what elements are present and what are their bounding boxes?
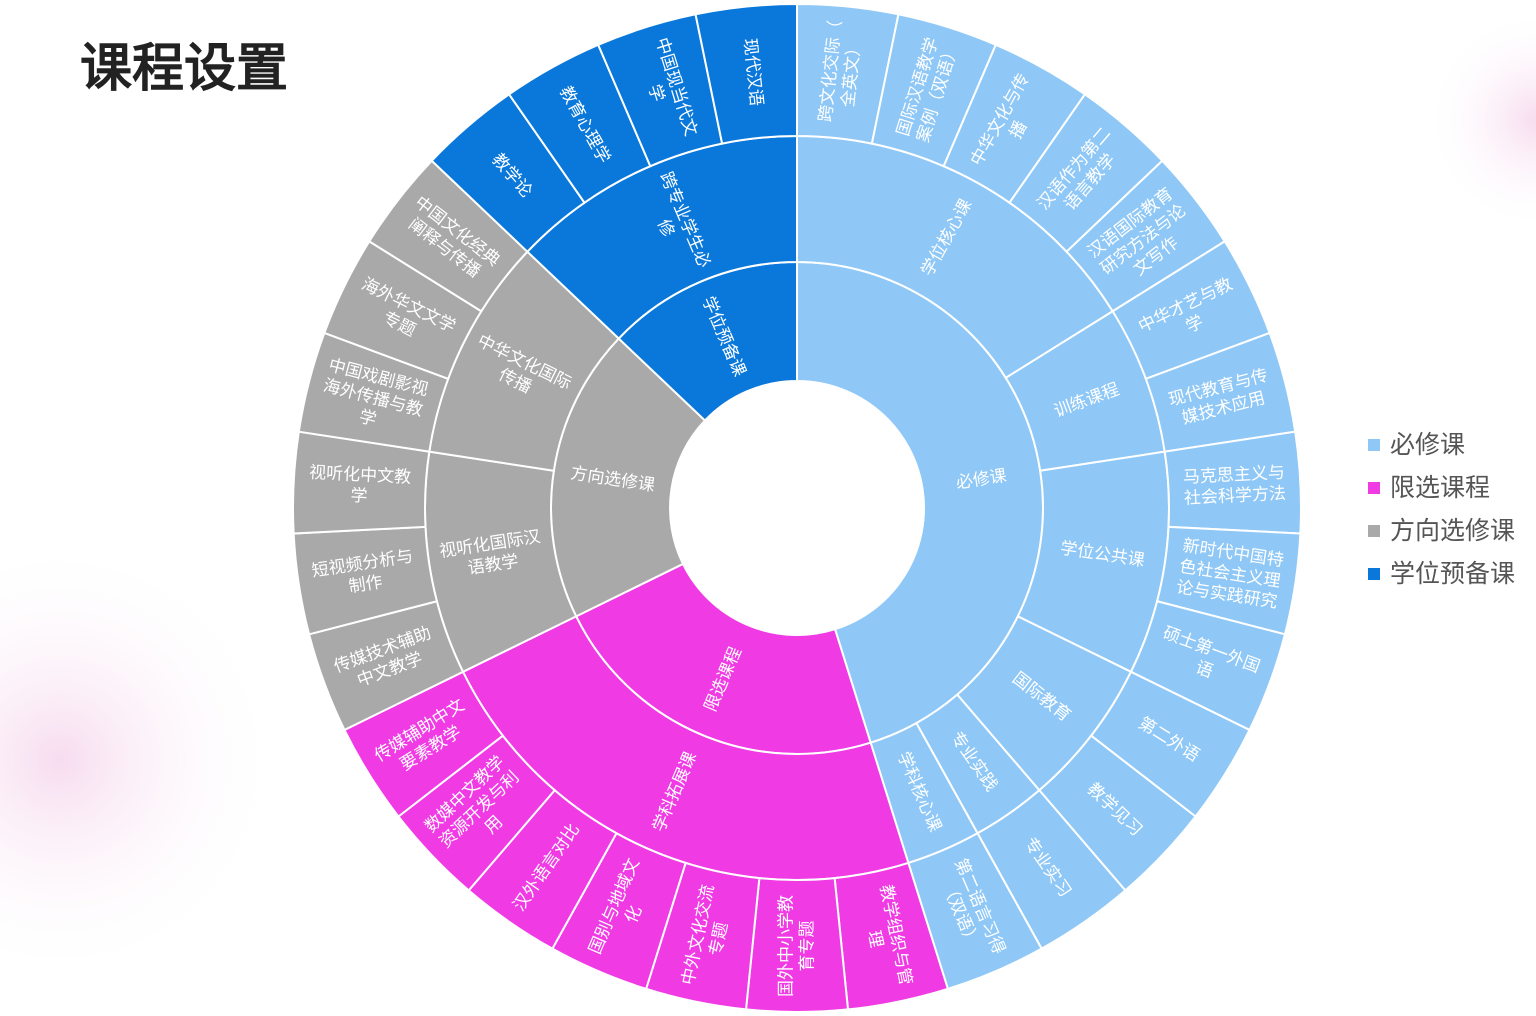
- segment-label: 国外中小学教育专题: [777, 895, 818, 997]
- leaf-segment: [694, 2, 798, 145]
- legend-swatch: [1368, 568, 1380, 580]
- segment-label: 跨文化交际（全英文）: [816, 19, 867, 125]
- legend-swatch: [1368, 525, 1380, 537]
- legend-swatch: [1368, 439, 1380, 451]
- legend-swatch: [1368, 482, 1380, 494]
- segment-label: 新时代中国特色社会主义理论与实践研究: [1175, 536, 1285, 613]
- legend-label: 学位预备课: [1390, 559, 1515, 588]
- legend-label: 限选课程: [1390, 473, 1490, 502]
- decoration: [0, 540, 280, 980]
- segment-label: 马克思主义与社会科学方法: [1182, 463, 1286, 509]
- chart-title: 课程设置: [80, 39, 288, 99]
- legend-label: 必修课: [1390, 430, 1465, 459]
- decoration: [1426, 10, 1536, 230]
- legend-label: 方向选修课: [1390, 516, 1515, 545]
